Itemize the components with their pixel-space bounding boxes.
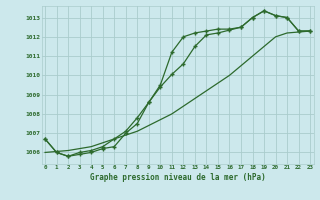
X-axis label: Graphe pression niveau de la mer (hPa): Graphe pression niveau de la mer (hPa) xyxy=(90,173,266,182)
